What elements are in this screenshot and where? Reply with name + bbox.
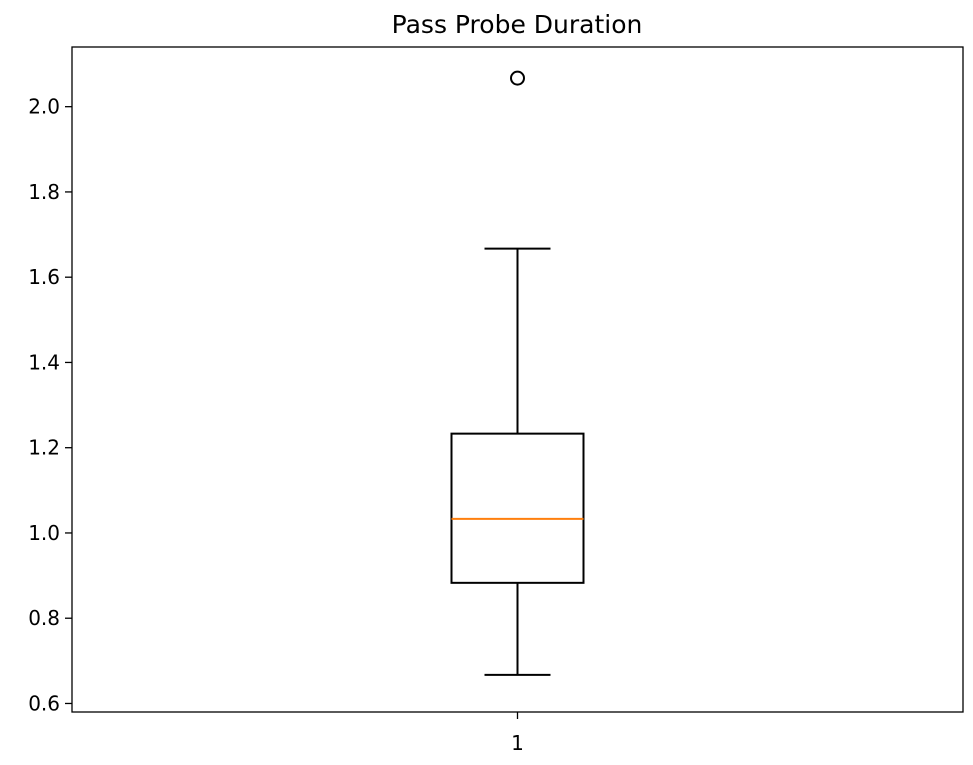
y-tick-label: 2.0	[28, 95, 60, 119]
box-plot	[450, 70, 585, 676]
x-axis: 1	[511, 712, 524, 755]
y-tick-label: 0.6	[28, 691, 60, 715]
y-tick-label: 1.6	[28, 265, 60, 289]
y-axis: 0.6 0.8 1.0 1.2 1.4 1.6 1.8 2.0	[28, 95, 72, 715]
y-tick-label: 1.2	[28, 436, 60, 460]
x-tick-label: 1	[511, 731, 524, 755]
outlier-point	[510, 70, 525, 86]
box-iqr	[450, 432, 585, 584]
y-tick-label: 1.4	[28, 350, 60, 374]
y-tick-label: 1.0	[28, 521, 60, 545]
plot-frame	[71, 46, 964, 713]
y-tick-label: 0.8	[28, 606, 60, 630]
chart-title: Pass Probe Duration	[392, 10, 643, 39]
y-tick-label: 1.8	[28, 180, 60, 204]
